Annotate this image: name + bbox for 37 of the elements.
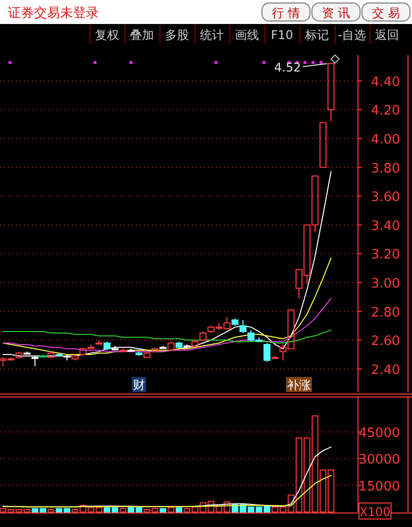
text: 返回 <box>375 28 399 42</box>
text: 交 易 <box>372 6 400 20</box>
y-tick-label: 3.20 <box>371 248 400 263</box>
text: -自选 <box>338 28 366 42</box>
y-tick-label: 3.60 <box>371 190 400 206</box>
bar <box>176 507 182 512</box>
y-tick-label: 3.00 <box>371 276 400 292</box>
text: 资 讯 <box>322 6 350 20</box>
line-series <box>2 330 332 344</box>
text: 复权 <box>95 28 119 42</box>
text: 证券交易未登录 <box>8 5 99 21</box>
annotation: 财 <box>133 378 145 392</box>
y-tick-label: 4.20 <box>371 104 400 119</box>
text: 行 情 <box>272 6 300 20</box>
y-tick-label: 2.80 <box>371 305 400 320</box>
text: 统计 <box>200 28 224 42</box>
y-tick-label: 2.60 <box>371 334 400 350</box>
text: 多股 <box>165 28 189 42</box>
line-series <box>2 475 332 508</box>
y-tick-label: 30000 <box>358 452 400 468</box>
bar <box>160 508 166 512</box>
text: 标记 <box>304 28 329 42</box>
text: 画线 <box>235 28 259 42</box>
y-tick-label: 4.00 <box>371 132 400 148</box>
y-tick-label: 2.40 <box>371 362 400 378</box>
y-tick-label: 15000 <box>358 479 400 494</box>
y-tick-label: 3.80 <box>371 161 400 176</box>
annotation: 4.52 <box>274 60 301 75</box>
y-axis-title: X100 <box>359 505 391 519</box>
y-tick-label: 45000 <box>358 426 400 441</box>
text: 叠加 <box>130 28 154 42</box>
line-series <box>2 298 332 352</box>
annotation: 补涨 <box>287 378 311 392</box>
text: F10 <box>270 28 294 42</box>
y-tick-label: 4.40 <box>371 74 400 90</box>
line-series <box>2 258 332 356</box>
y-tick-label: 3.40 <box>371 218 400 234</box>
